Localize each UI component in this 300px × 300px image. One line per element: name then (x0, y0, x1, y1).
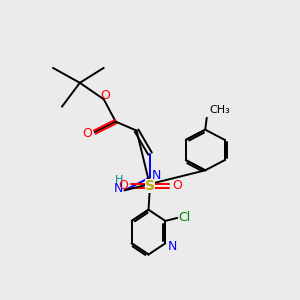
Text: O: O (118, 179, 128, 192)
Text: N: N (168, 240, 178, 253)
Text: N: N (151, 169, 161, 182)
Text: N: N (114, 182, 123, 195)
Text: Cl: Cl (178, 212, 191, 224)
Text: O: O (172, 179, 182, 192)
Text: S: S (145, 179, 155, 193)
Text: H: H (115, 175, 123, 185)
Text: CH₃: CH₃ (210, 105, 230, 115)
Text: O: O (100, 89, 110, 102)
Text: O: O (82, 127, 92, 140)
